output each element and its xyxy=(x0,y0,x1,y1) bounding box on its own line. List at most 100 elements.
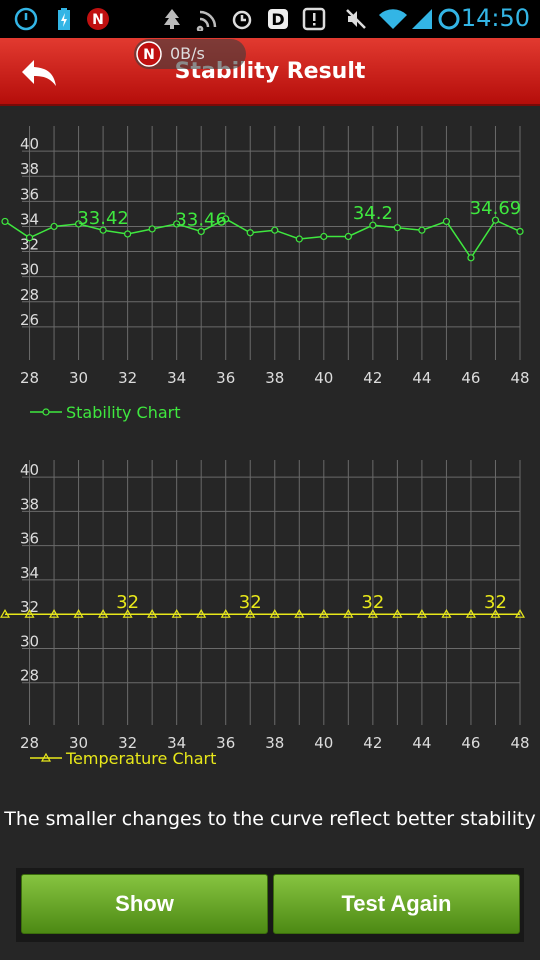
wifi-icon xyxy=(379,9,407,29)
data-label: 34.2 xyxy=(353,203,393,224)
data-point xyxy=(122,608,133,618)
x-tick-label: 28 xyxy=(20,369,39,387)
data-point xyxy=(49,608,60,618)
data-point xyxy=(245,608,256,618)
clock: 14:50 xyxy=(460,4,530,32)
alarm-icon xyxy=(232,10,252,30)
x-tick-label: 34 xyxy=(167,369,186,387)
legend-label: Temperature Chart xyxy=(65,749,216,768)
data-point xyxy=(269,608,280,618)
data-point xyxy=(467,254,475,262)
signal-icon xyxy=(412,9,432,29)
x-tick-label: 46 xyxy=(461,734,480,752)
app-n-icon: N xyxy=(136,41,162,67)
y-tick-label: 40 xyxy=(20,135,39,153)
data-point xyxy=(369,221,377,229)
data-point xyxy=(220,608,231,618)
x-tick-label: 38 xyxy=(265,369,284,387)
x-tick-label: 40 xyxy=(314,734,333,752)
data-point xyxy=(393,224,401,232)
y-tick-label: 30 xyxy=(20,632,39,650)
y-tick-label: 38 xyxy=(20,495,39,513)
stability-chart: 26 28 30 32 34 36 38 40 28 30 32 34 36 38 40 42 44 46 48 33… xyxy=(1,126,530,422)
data-point xyxy=(418,226,426,234)
x-tick-label: 30 xyxy=(69,734,88,752)
data-point xyxy=(441,608,452,618)
x-tick-label: 30 xyxy=(69,369,88,387)
x-tick-label: 28 xyxy=(20,734,39,752)
x-tick-label: 40 xyxy=(314,369,333,387)
data-point xyxy=(171,608,182,618)
y-tick-label: 38 xyxy=(20,160,39,178)
x-tick-label: 46 xyxy=(461,369,480,387)
x-tick-label: 36 xyxy=(216,734,235,752)
data-point xyxy=(73,608,84,618)
data-point xyxy=(50,222,58,231)
data-label: 32 xyxy=(361,592,384,613)
y-tick-label: 28 xyxy=(20,286,39,304)
sync-icon xyxy=(14,7,38,31)
data-point xyxy=(416,608,427,618)
data-point xyxy=(343,608,354,618)
y-tick-label: 40 xyxy=(20,461,39,479)
circle-icon xyxy=(438,8,460,30)
data-point xyxy=(294,608,305,618)
x-tick-label: 34 xyxy=(167,734,186,752)
svg-text:D: D xyxy=(271,10,284,29)
data-point xyxy=(0,608,11,618)
data-point xyxy=(320,232,328,241)
x-tick-label: 36 xyxy=(216,369,235,387)
data-label: 33.42 xyxy=(77,208,129,229)
x-tick-label: 48 xyxy=(510,734,529,752)
stability-hint: The smaller changes to the curve reflect… xyxy=(4,808,536,830)
y-tick-label: 32 xyxy=(20,598,39,616)
data-label: 33.46 xyxy=(175,209,227,230)
x-tick-label: 42 xyxy=(363,734,382,752)
data-point xyxy=(98,608,109,618)
mute-icon xyxy=(346,9,366,29)
x-tick-label: 48 xyxy=(510,369,529,387)
show-button[interactable]: Show xyxy=(21,874,268,934)
data-point xyxy=(173,220,181,228)
y-tick-label: 26 xyxy=(20,311,39,329)
status-bar: N D 14:50 xyxy=(0,0,540,38)
y-tick-label: 30 xyxy=(20,261,39,279)
rss-icon xyxy=(196,10,217,31)
legend-marker xyxy=(42,408,50,416)
data-point xyxy=(147,608,158,618)
d-app-icon: D xyxy=(268,9,288,29)
x-tick-label: 38 xyxy=(265,734,284,752)
tree-icon xyxy=(164,9,180,29)
data-point xyxy=(514,608,526,618)
series-line xyxy=(4,218,521,260)
svg-text:N: N xyxy=(143,47,155,63)
x-tick-label: 44 xyxy=(412,734,431,752)
data-point xyxy=(367,608,378,618)
data-point xyxy=(271,226,279,234)
svg-text:N: N xyxy=(92,12,104,28)
back-arrow-icon[interactable] xyxy=(18,52,62,92)
x-tick-label: 44 xyxy=(412,369,431,387)
data-point xyxy=(222,215,230,223)
data-point xyxy=(74,220,83,228)
y-tick-label: 28 xyxy=(20,667,39,685)
page-title: Stability Result xyxy=(174,59,366,84)
data-point xyxy=(196,608,207,618)
data-point xyxy=(295,235,303,243)
battery-charging-icon xyxy=(58,8,70,30)
data-point xyxy=(148,225,156,233)
data-point xyxy=(197,227,205,236)
test-again-button[interactable]: Test Again xyxy=(273,874,520,934)
data-label: 32 xyxy=(239,592,262,613)
data-point xyxy=(516,227,524,236)
net-speed-label: 0B/s xyxy=(170,44,205,63)
y-tick-label: 36 xyxy=(20,185,39,203)
data-point xyxy=(465,608,476,618)
legend-marker xyxy=(40,752,52,762)
data-point xyxy=(491,216,500,224)
y-tick-label: 36 xyxy=(20,530,39,548)
x-tick-label: 32 xyxy=(118,734,137,752)
x-tick-label: 42 xyxy=(363,369,382,387)
data-point xyxy=(246,229,254,237)
legend-label: Stability Chart xyxy=(66,403,181,422)
